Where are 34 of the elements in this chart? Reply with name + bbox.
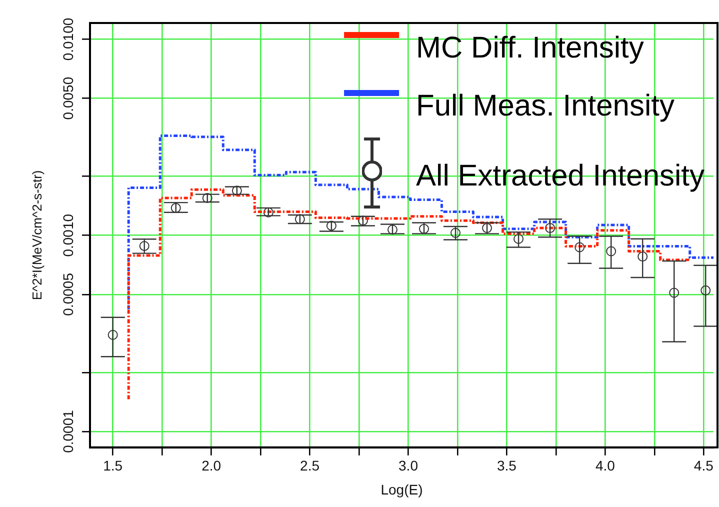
x-tick-label: 4.5 bbox=[694, 458, 714, 474]
x-tick-label: 2.0 bbox=[202, 458, 222, 474]
y-tick-label: 0.0050 bbox=[60, 76, 76, 120]
point bbox=[638, 252, 648, 262]
point bbox=[326, 220, 336, 231]
point bbox=[387, 224, 398, 235]
x-tick-label: 1.5 bbox=[103, 458, 123, 474]
point bbox=[170, 202, 181, 213]
point bbox=[669, 288, 680, 298]
y-tick-label: 0.0100 bbox=[60, 18, 76, 61]
y-tick-label: 0.0010 bbox=[60, 214, 76, 257]
point bbox=[545, 223, 556, 234]
point bbox=[574, 242, 585, 252]
y-axis-title: E^2*I(MeV/cm^2-s-str) bbox=[30, 170, 45, 300]
point bbox=[263, 207, 274, 218]
x-tick-label: 4.0 bbox=[595, 458, 616, 474]
point bbox=[700, 285, 711, 296]
point bbox=[450, 228, 461, 238]
point bbox=[108, 330, 118, 340]
point bbox=[139, 240, 150, 251]
y-tick-label: 0.0005 bbox=[60, 272, 76, 316]
point bbox=[482, 223, 492, 234]
x-tick-label: 3.5 bbox=[496, 458, 517, 474]
y-tick-label: 0.0001 bbox=[60, 410, 76, 453]
point bbox=[232, 186, 242, 196]
point bbox=[606, 246, 616, 256]
x-axis-title: Log(E) bbox=[380, 481, 423, 498]
x-tick-label: 2.5 bbox=[300, 458, 320, 474]
point bbox=[294, 214, 305, 224]
point bbox=[202, 193, 212, 204]
point bbox=[514, 234, 524, 244]
point bbox=[419, 224, 430, 234]
x-tick-label: 3.0 bbox=[398, 458, 418, 474]
point bbox=[358, 216, 368, 226]
